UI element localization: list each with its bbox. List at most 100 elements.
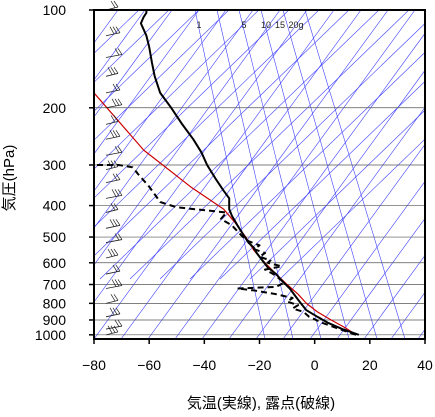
barb-feather: [114, 189, 120, 197]
barb-feather: [115, 83, 121, 91]
wind-barb: [105, 26, 121, 37]
barb-shaft: [105, 331, 119, 336]
barb-shaft: [105, 135, 121, 140]
barb-shaft: [105, 54, 123, 58]
isotherm-line: [120, 10, 362, 339]
adiabat-line: [129, 10, 410, 280]
barb-feather: [112, 173, 118, 181]
barb-feather: [110, 325, 116, 333]
barb-feather: [111, 98, 117, 107]
barb-feather: [114, 146, 120, 154]
isotherm-line: [94, 10, 173, 118]
wind-barb: [105, 83, 121, 94]
y-axis-title: 気圧(hPa): [1, 145, 18, 212]
barb-shaft: [105, 166, 119, 170]
series-layer: [94, 10, 360, 336]
isotherm-line: [94, 10, 254, 229]
x-tick-label: −40: [192, 357, 216, 373]
y-tick-label: 100: [43, 2, 67, 18]
isotherm-line: [390, 291, 425, 339]
barb-feather: [112, 307, 118, 315]
barb-shaft: [105, 325, 123, 330]
wind-barb: [105, 279, 123, 289]
barb-feather: [113, 325, 119, 333]
barb-shaft: [105, 239, 123, 243]
wind-barb: [105, 294, 119, 304]
barb-feather: [111, 279, 117, 287]
isotherm-line: [94, 10, 308, 303]
barb-shaft: [105, 270, 121, 275]
barb-feather: [110, 294, 116, 302]
barb-feather: [117, 146, 123, 153]
barb-feather: [107, 248, 113, 257]
barb-feather: [110, 248, 116, 256]
isotherm-line: [282, 143, 425, 339]
barb-feather: [110, 203, 116, 211]
wind-barb: [105, 115, 119, 125]
adiabat-line: [94, 10, 170, 83]
isotherm-line: [94, 10, 227, 192]
wind-barb: [105, 146, 123, 156]
mixing-ratio-label: 20g: [288, 20, 303, 30]
barb-feather: [113, 115, 119, 122]
mixing-ratio-line: [282, 10, 378, 339]
adiabat-line: [94, 10, 350, 257]
wind-barb: [105, 233, 123, 243]
mixing-ratio-label: 1: [196, 20, 201, 30]
barb-feather: [114, 279, 120, 287]
adiabat-line: [94, 10, 260, 170]
y-tick-label: 600: [43, 255, 67, 271]
barb-feather: [112, 264, 118, 272]
isotherm-line: [94, 10, 200, 155]
wind-barb: [105, 264, 121, 275]
wind-barb: [105, 160, 119, 170]
barb-feather: [117, 233, 123, 240]
mixing-ratio-line: [304, 10, 406, 339]
y-tick-label: 1000: [35, 327, 66, 343]
mixing-ratio-labels: 1 5 10 15 20g: [196, 20, 303, 30]
barb-feather: [115, 264, 121, 272]
barb-feather: [110, 115, 116, 123]
wind-barb: [105, 0, 119, 11]
barb-feather: [114, 98, 120, 106]
adiabat-line: [94, 10, 290, 199]
barb-shaft: [105, 254, 119, 259]
barb-shaft: [105, 209, 119, 213]
barb-feather: [113, 0, 119, 8]
wind-barb: [105, 248, 119, 259]
barb-feather: [109, 219, 115, 227]
barb-feather: [107, 325, 113, 334]
barb-feather: [109, 130, 115, 138]
wind-barb: [105, 203, 119, 213]
barb-shaft: [105, 89, 121, 94]
adiabat-line: [219, 80, 425, 280]
barb-feather: [115, 307, 121, 314]
y-tick-label: 700: [43, 277, 67, 293]
barb-shaft: [105, 285, 123, 289]
mixing-ratio-line: [260, 10, 350, 339]
x-tick-label: −80: [82, 357, 106, 373]
plot-frame: [93, 9, 426, 340]
barb-feather: [114, 48, 120, 56]
barb-feather: [110, 0, 116, 8]
barb-feather: [113, 248, 119, 256]
barb-feather: [115, 26, 121, 33]
y-tick-label: 800: [43, 295, 67, 311]
x-tick-label: −60: [137, 357, 161, 373]
barb-feather: [114, 233, 120, 241]
x-axis-title: 気温(実線), 露点(破線): [187, 395, 335, 412]
barb-shaft: [105, 151, 123, 156]
wind-barbs: [105, 0, 123, 336]
wind-barb: [105, 319, 123, 330]
y-tick-label: 900: [43, 312, 67, 328]
isotherm-line: [417, 328, 425, 339]
x-axis-ticks: −80 −60 −40 −20 0 20 40: [82, 339, 433, 373]
wind-barb: [105, 98, 123, 109]
x-tick-label: 0: [311, 357, 319, 373]
barb-feather: [117, 189, 123, 196]
barb-feather: [117, 319, 123, 327]
y-tick-label: 400: [43, 198, 67, 214]
